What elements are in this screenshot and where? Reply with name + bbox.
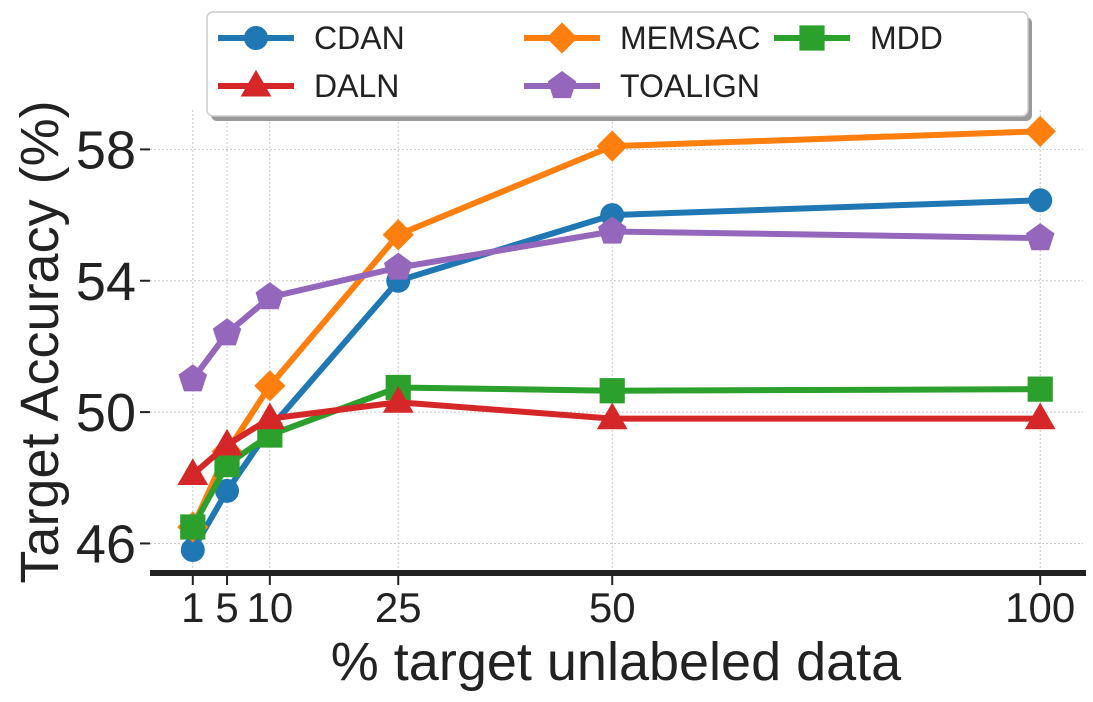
legend-label-cdan: CDAN xyxy=(314,20,405,56)
legend-marker-toalign xyxy=(547,71,577,99)
data-point-mdd xyxy=(214,452,240,478)
y-tick-label: 58 xyxy=(76,120,136,180)
legend-marker-daln xyxy=(240,69,272,97)
data-point-mdd xyxy=(599,378,625,404)
axes: 1 5 10 25 50 100 46 50 54 58 xyxy=(76,120,1086,631)
series-memsac xyxy=(177,115,1056,543)
grid xyxy=(150,110,1083,573)
x-tick-label: 25 xyxy=(375,584,422,631)
y-tick-label: 46 xyxy=(76,514,136,574)
y-axis-title: Target Accuracy (%) xyxy=(10,100,70,583)
series-daln xyxy=(177,386,1056,486)
series-cdan xyxy=(180,188,1053,563)
data-point-daln xyxy=(211,428,243,456)
data-point-cdan xyxy=(1028,188,1053,213)
legend-label-memsac: MEMSAC xyxy=(620,20,760,56)
data-point-memsac xyxy=(254,370,286,402)
data-point-toalign xyxy=(597,216,627,244)
y-tick-label: 54 xyxy=(76,252,136,312)
data-point-memsac xyxy=(596,130,628,162)
data-point-toalign xyxy=(255,282,285,310)
series-line-toalign xyxy=(190,228,1041,382)
x-axis-title: % target unlabeled data xyxy=(331,632,902,692)
legend-item-cdan: CDAN xyxy=(218,20,405,56)
series-toalign xyxy=(178,216,1055,392)
data-point-daln xyxy=(382,386,414,413)
data-point-cdan xyxy=(180,538,205,563)
x-tick-label: 5 xyxy=(215,584,238,631)
x-tick-label: 50 xyxy=(589,584,636,631)
legend-item-daln: DALN xyxy=(218,68,399,104)
legend-marker-memsac xyxy=(546,22,578,54)
data-point-daln xyxy=(596,402,628,430)
x-tick-label: 1 xyxy=(181,584,204,631)
data-point-daln xyxy=(254,402,286,430)
y-tick-label: 50 xyxy=(76,383,136,443)
data-point-toalign xyxy=(212,318,242,346)
x-tick-label: 10 xyxy=(246,584,293,631)
data-point-daln xyxy=(1024,402,1056,430)
series-layer xyxy=(177,115,1056,563)
legend-label-toalign: TOALIGN xyxy=(620,68,760,104)
series-mdd xyxy=(180,374,1053,540)
legend-marker-cdan xyxy=(244,26,268,50)
legend-item-mdd: MDD xyxy=(774,20,943,56)
legend-label-daln: DALN xyxy=(314,68,399,104)
data-point-mdd xyxy=(1027,376,1053,402)
x-tick-label: 100 xyxy=(1005,584,1075,631)
data-point-memsac xyxy=(1024,115,1056,147)
series-line-cdan xyxy=(190,197,1041,552)
data-point-cdan xyxy=(215,478,240,503)
data-point-daln xyxy=(177,458,209,486)
series-line-mdd xyxy=(190,384,1041,529)
legend-item-memsac: MEMSAC xyxy=(524,20,760,56)
legend: CDAN MEMSAC MDD DALN TOALIGN xyxy=(206,11,1032,121)
data-point-mdd xyxy=(180,514,206,540)
legend-marker-mdd xyxy=(799,25,825,51)
legend-label-mdd: MDD xyxy=(870,20,943,56)
data-point-toalign xyxy=(178,364,208,392)
data-point-memsac xyxy=(382,219,414,251)
series-line-memsac xyxy=(190,128,1041,529)
legend-item-toalign: TOALIGN xyxy=(524,68,760,104)
data-point-toalign xyxy=(383,252,413,280)
data-point-toalign xyxy=(1025,223,1055,251)
